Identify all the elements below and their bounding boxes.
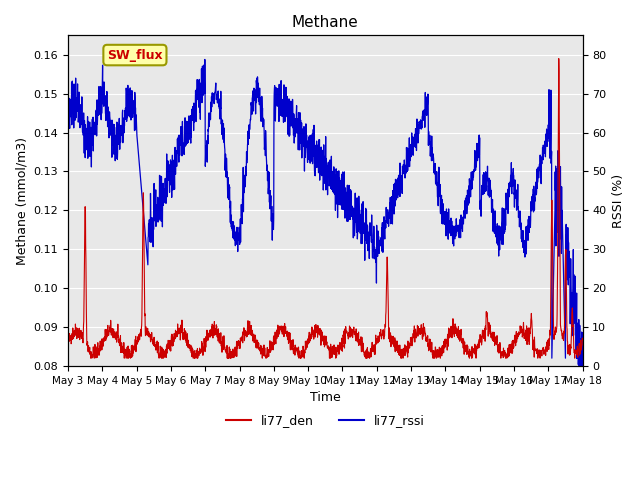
Y-axis label: Methane (mmol/m3): Methane (mmol/m3) <box>15 137 28 264</box>
Text: SW_flux: SW_flux <box>107 48 163 61</box>
Y-axis label: RSSI (%): RSSI (%) <box>612 174 625 228</box>
Title: Methane: Methane <box>292 15 358 30</box>
Legend: li77_den, li77_rssi: li77_den, li77_rssi <box>221 409 429 432</box>
X-axis label: Time: Time <box>310 391 340 404</box>
